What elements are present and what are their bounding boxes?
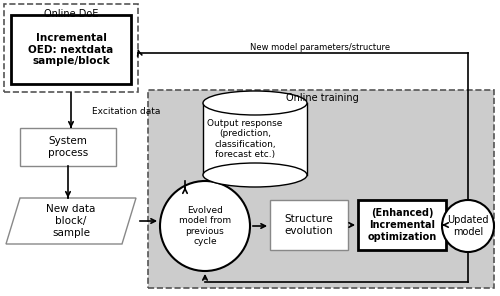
Text: Incremental
OED: nextdata
sample/block: Incremental OED: nextdata sample/block: [28, 33, 114, 66]
Ellipse shape: [203, 163, 307, 187]
Text: Updated
model: Updated model: [447, 215, 488, 237]
Bar: [11, 15, 131, 84]
Bar: [148, 90, 494, 288]
Bar: [203, 103, 307, 175]
Text: Online DoE: Online DoE: [44, 9, 98, 19]
Text: Structure
evolution: Structure evolution: [284, 214, 334, 236]
Polygon shape: [6, 198, 136, 244]
Text: Evolved
model from
previous
cycle: Evolved model from previous cycle: [179, 206, 231, 246]
Text: System
process: System process: [48, 136, 88, 158]
Bar: [358, 200, 446, 250]
Circle shape: [442, 200, 494, 252]
Text: New data
block/
sample: New data block/ sample: [46, 205, 96, 238]
Text: New model parameters/structure: New model parameters/structure: [250, 43, 390, 52]
Circle shape: [160, 181, 250, 271]
Text: Online training: Online training: [286, 93, 358, 103]
Bar: [270, 200, 348, 250]
Text: Output response
(prediction,
classification,
forecast etc.): Output response (prediction, classificat…: [208, 119, 282, 159]
Text: (Enhanced)
Incremental
optimization: (Enhanced) Incremental optimization: [368, 208, 436, 242]
Bar: [20, 128, 116, 166]
Bar: [4, 4, 138, 92]
Text: Excitation data: Excitation data: [92, 107, 160, 115]
Ellipse shape: [203, 91, 307, 115]
